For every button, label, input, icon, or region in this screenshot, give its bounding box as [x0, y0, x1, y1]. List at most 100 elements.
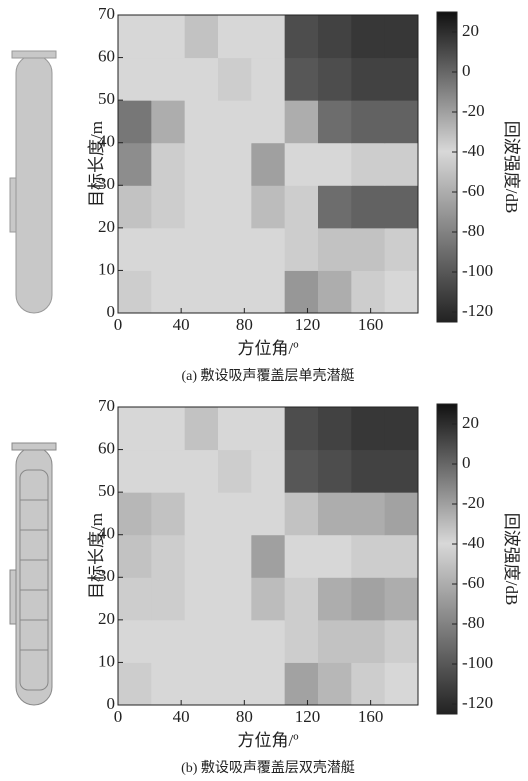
heat-cell: [318, 57, 352, 101]
heat-cell: [218, 15, 252, 59]
heat-cell: [218, 492, 252, 536]
colorbar-label: 回波强度/dB: [502, 121, 521, 214]
submarine-a: [9, 50, 57, 314]
heat-cell: [384, 449, 419, 493]
y-tick-label: 10: [98, 259, 115, 278]
heat-cell: [118, 270, 152, 314]
heat-cell: [118, 15, 152, 59]
heat-cell: [351, 534, 386, 578]
heat-cell: [218, 534, 252, 578]
plot-frame: [117, 406, 419, 706]
heat-cell: [284, 15, 319, 59]
y-tick-label: 70: [98, 396, 115, 415]
heat-cell: [284, 492, 319, 536]
heat-cell: [184, 57, 219, 101]
y-tick-label: 0: [107, 302, 116, 321]
heat-cell: [151, 57, 186, 101]
heat-cell: [284, 142, 319, 186]
colorbar-tick-label: -60: [462, 573, 485, 592]
heat-cell: [351, 449, 386, 493]
heat-cell: [251, 15, 286, 59]
heat-cell: [351, 185, 386, 229]
heat-cell: [151, 619, 186, 663]
heat-cell: [351, 270, 386, 314]
heat-cell: [384, 619, 419, 663]
heat-cell: [251, 492, 286, 536]
heat-cell: [184, 619, 219, 663]
heat-cell: [251, 449, 286, 493]
y-tick-label: 20: [98, 217, 115, 236]
heat-cell: [118, 577, 152, 621]
heat-cell: [351, 492, 386, 536]
heat-cell: [351, 619, 386, 663]
heat-cell: [151, 662, 186, 706]
heat-cell: [384, 270, 419, 314]
y-tick-label: 10: [98, 651, 115, 670]
heat-cell: [184, 407, 219, 451]
heat-cell: [184, 15, 219, 59]
colorbar-tick-label: -120: [462, 301, 493, 320]
heat-cell: [184, 449, 219, 493]
heat-cell: [318, 577, 352, 621]
y-tick-label: 40: [98, 132, 115, 151]
heat-cell: [384, 662, 419, 706]
heat-cell: [251, 534, 286, 578]
colorbar-label: 回波强度/dB: [502, 513, 521, 606]
y-tick-label: 30: [98, 566, 115, 585]
heat-cell: [218, 227, 252, 271]
heat-cell: [151, 534, 186, 578]
heat-cell: [251, 619, 286, 663]
heat-cell: [218, 100, 252, 144]
heat-cell: [384, 185, 419, 229]
heat-cell: [118, 57, 152, 101]
heat-cell: [318, 492, 352, 536]
heat-cell: [118, 100, 152, 144]
heat-cell: [118, 142, 152, 186]
heat-cell: [284, 185, 319, 229]
colorbar-tick-label: -20: [462, 101, 485, 120]
x-tick-label: 80: [236, 707, 253, 726]
heat-cell: [151, 15, 186, 59]
heat-cell: [151, 407, 186, 451]
colorbar-tick-label: -40: [462, 141, 485, 160]
heat-cell: [318, 15, 352, 59]
colorbar-tick-label: -60: [462, 181, 485, 200]
heat-cell: [251, 662, 286, 706]
heat-cell: [284, 662, 319, 706]
y-tick-label: 0: [107, 694, 116, 713]
colorbar: [436, 403, 458, 715]
heat-cell: [351, 662, 386, 706]
heat-cell: [218, 270, 252, 314]
heat-cell: [384, 227, 419, 271]
colorbar-tick-label: 0: [462, 61, 471, 80]
heat-cell: [218, 185, 252, 229]
heat-cell: [184, 270, 219, 314]
x-tick-label: 160: [358, 315, 384, 334]
colorbar-tick-label: -100: [462, 261, 493, 280]
heat-cell: [351, 100, 386, 144]
x-tick-label: 0: [114, 707, 123, 726]
y-tick-label: 20: [98, 609, 115, 628]
heat-cell: [218, 662, 252, 706]
heat-cell: [284, 407, 319, 451]
heat-cell: [318, 142, 352, 186]
heat-cell: [218, 407, 252, 451]
heat-cell: [384, 15, 419, 59]
heat-cell: [251, 142, 286, 186]
heat-cell: [251, 407, 286, 451]
x-tick-label: 80: [236, 315, 253, 334]
caption: (b) 敷设吸声覆盖层双壳潜艇: [181, 759, 355, 776]
heat-cell: [318, 662, 352, 706]
y-tick-label: 70: [98, 4, 115, 23]
heat-cell: [184, 662, 219, 706]
heat-cell: [118, 534, 152, 578]
heat-cell: [284, 270, 319, 314]
x-tick-label: 120: [295, 707, 321, 726]
heat-cell: [284, 100, 319, 144]
x-tick-label: 40: [173, 707, 190, 726]
heat-cell: [251, 185, 286, 229]
heat-cell: [384, 57, 419, 101]
heat-cell: [218, 619, 252, 663]
y-tick-label: 50: [98, 481, 115, 500]
heat-cell: [351, 407, 386, 451]
